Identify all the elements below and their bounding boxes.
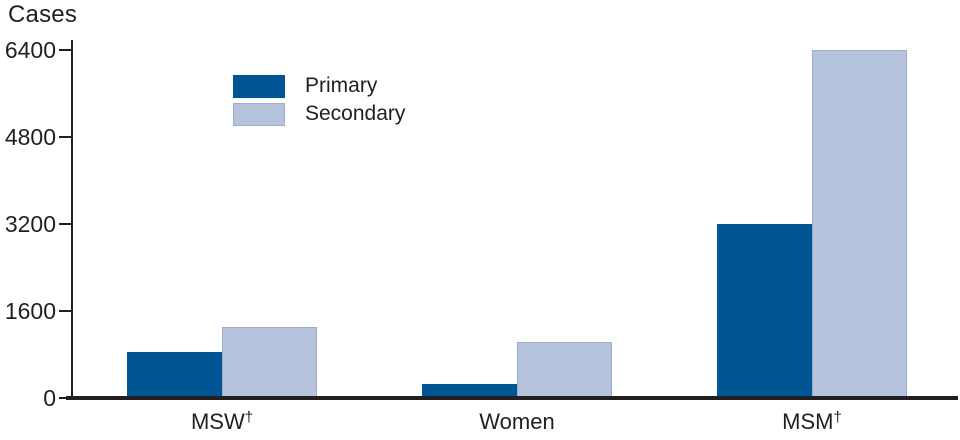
bar-primary-1 xyxy=(422,384,517,398)
bar-secondary-0 xyxy=(222,327,317,398)
bar-secondary-2 xyxy=(812,50,907,398)
x-category-label-msw: MSW† xyxy=(190,409,254,434)
bar-primary-0 xyxy=(127,352,222,398)
y-axis-tick-label: 1600 xyxy=(4,298,56,324)
y-axis-title: Cases xyxy=(8,1,78,28)
y-axis-tick-label: 4800 xyxy=(4,124,56,150)
legend-label-secondary: Secondary xyxy=(305,102,406,125)
legend-swatch-secondary xyxy=(233,102,285,126)
bar-primary-2 xyxy=(717,224,812,398)
bar-secondary-1 xyxy=(517,342,612,398)
y-axis-line xyxy=(71,40,73,398)
legend-swatch-primary xyxy=(233,74,285,98)
x-category-label-women: Women xyxy=(479,409,555,434)
y-axis-tick-label: 0 xyxy=(43,385,56,411)
y-axis-tick xyxy=(59,310,72,312)
y-axis-tick xyxy=(59,49,72,51)
y-axis-tick-label: 3200 xyxy=(4,211,56,237)
legend: Primary Secondary xyxy=(233,74,405,130)
x-category-label-msm: MSM† xyxy=(782,409,842,434)
y-axis-tick xyxy=(59,223,72,225)
x-axis-line xyxy=(66,396,958,400)
y-axis-tick xyxy=(59,136,72,138)
legend-label-primary: Primary xyxy=(305,74,378,97)
y-axis-tick-label: 6400 xyxy=(4,37,56,63)
legend-item-primary: Primary xyxy=(233,74,405,98)
legend-item-secondary: Secondary xyxy=(233,102,405,126)
y-axis-tick xyxy=(59,397,72,399)
